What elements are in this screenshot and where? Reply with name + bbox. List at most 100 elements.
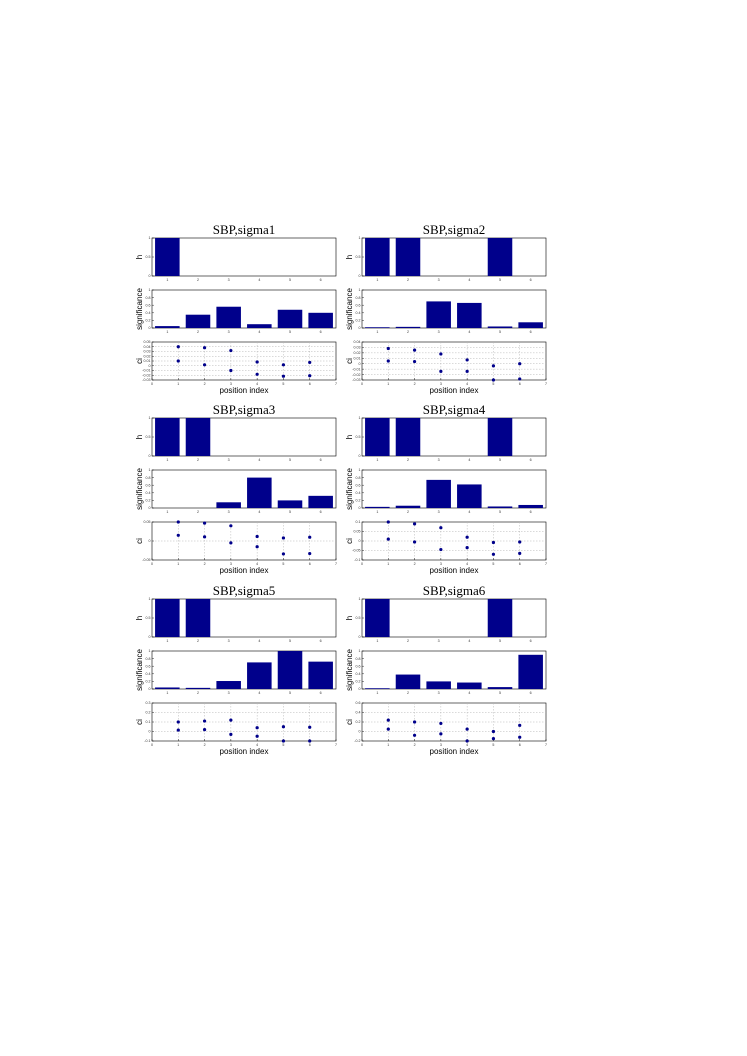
panel-title: SBP,sigma6 <box>423 583 486 598</box>
ci-plot-point-lower <box>491 737 496 741</box>
significance-plot-ytick-label: 0.6 <box>356 303 361 307</box>
significance-plot-xtick-label: 5 <box>499 330 501 334</box>
ci-plot-ytick-label: 0 <box>359 539 361 543</box>
ci-plot-ytick-label: -0.05 <box>142 558 150 562</box>
ci-plot-point-lower <box>229 368 233 373</box>
h-plot-xtick-label: 4 <box>258 278 260 282</box>
significance-plot-bar <box>426 479 451 508</box>
ci-plot-ytick-label: 0.04 <box>354 340 361 344</box>
ci-plot-xtick-label: 6 <box>309 562 311 566</box>
h-plot-bar <box>365 418 390 456</box>
ci-plot-ylabel: ci <box>345 358 354 364</box>
significance-plot-bar <box>308 661 333 689</box>
ci-plot-point-upper <box>308 725 312 729</box>
ci-plot-point-lower <box>202 363 207 367</box>
ci-plot-ytick-label: -0.03 <box>142 378 150 382</box>
ci-plot-point-lower <box>255 545 259 549</box>
ci-plot-point-lower <box>491 378 496 382</box>
h-plot-bar <box>487 238 513 276</box>
significance-plot-bar <box>216 681 241 689</box>
ci-plot-xtick-label: 2 <box>414 743 416 747</box>
h-plot-xtick-label: 2 <box>407 458 409 462</box>
ci-plot-xtick-label: 7 <box>335 382 337 386</box>
significance-plot-ytick-label: 0.6 <box>146 483 151 487</box>
significance-plot-ytick-label: 0.6 <box>146 303 151 307</box>
h-plot-ytick-label: 1 <box>359 597 361 601</box>
significance-plot-xtick-label: 3 <box>438 691 440 695</box>
ci-plot-point-lower <box>176 533 180 537</box>
ci-plot-ylabel: ci <box>345 719 354 725</box>
h-plot-axes <box>151 237 337 277</box>
h-plot-ytick-label: 0 <box>359 274 361 278</box>
ci-plot-xtick-label: 5 <box>282 743 284 747</box>
significance-plot-xtick-label: 1 <box>376 510 378 514</box>
ci-plot-point-lower <box>465 369 469 373</box>
significance-plot-ytick-label: 0.4 <box>146 491 151 495</box>
h-plot-ytick-label: 1 <box>359 236 361 240</box>
h-plot-ylabel: h <box>345 616 354 620</box>
significance-plot-xtick-label: 4 <box>258 510 260 514</box>
panel-3: SBP,sigma3 1 2 3 4 5 6 0 0.5 1 h 1 2 3 4 5 6 0 0.2 0.4 0.6 0.… <box>135 402 337 575</box>
h-plot-xtick-label: 6 <box>320 278 322 282</box>
significance-plot-bar <box>457 682 482 689</box>
ci-plot-point-lower <box>202 728 207 732</box>
ci-plot-point-lower <box>229 541 233 545</box>
ci-plot-xtick-label: 3 <box>230 562 232 566</box>
significance-plot-xtick-label: 6 <box>320 691 322 695</box>
ci-plot-ylabel: ci <box>135 358 144 364</box>
ci-plot-point-upper <box>439 721 443 726</box>
ci-plot-point-upper <box>386 520 390 524</box>
ci-plot-xtick-label: 1 <box>177 382 179 386</box>
ci-plot-ytick-label: 0.2 <box>146 711 151 715</box>
ci-plot-xlabel: position index <box>430 566 479 575</box>
ci-plot-point-upper <box>412 522 417 526</box>
significance-plot-axes <box>151 289 337 329</box>
ci-plot-xtick-label: 0 <box>151 562 153 566</box>
h-plot-xtick-label: 3 <box>438 458 440 462</box>
ci-plot-point-upper <box>465 727 469 731</box>
significance-plot-xtick-label: 2 <box>197 330 199 334</box>
significance-plot-xtick-label: 3 <box>438 510 440 514</box>
ci-plot-point-upper <box>439 526 443 530</box>
ci-plot-point-lower <box>176 728 180 732</box>
h-plot-bar <box>395 238 421 276</box>
significance-plot-ylabel: significance <box>135 649 144 691</box>
h-plot-xtick-label: 6 <box>320 639 322 643</box>
significance-plot-xtick-label: 4 <box>468 510 470 514</box>
ci-plot-ytick-label: -0.02 <box>142 373 150 377</box>
ci-plot-ytick-label: -0.03 <box>352 378 360 382</box>
h-plot-xtick-label: 2 <box>197 458 199 462</box>
panel-2: SBP,sigma2 1 2 3 4 5 6 0 0.5 1 h 1 2 3 4 5 6 0 0.2 0.4 0.6 0.… <box>345 222 547 395</box>
h-plot-bar <box>365 599 390 637</box>
significance-plot-ytick-label: 1 <box>359 468 361 472</box>
significance-plot-bar <box>308 312 333 328</box>
h-plot-xtick-label: 4 <box>258 458 260 462</box>
h-plot-xtick-label: 5 <box>289 278 291 282</box>
significance-plot-bar <box>216 502 241 508</box>
h-plot-axes <box>361 237 547 277</box>
significance-plot-bar <box>216 306 241 328</box>
significance-plot-xtick-label: 6 <box>320 330 322 334</box>
ci-plot-axes <box>361 341 547 381</box>
ci-plot-xtick-label: 6 <box>519 562 521 566</box>
h-plot-xtick-label: 4 <box>468 278 470 282</box>
h-plot-ytick-label: 1 <box>149 597 151 601</box>
significance-plot-bar <box>277 651 303 689</box>
ci-plot-xtick-label: 7 <box>545 382 547 386</box>
ci-plot-point-lower <box>386 727 390 731</box>
h-plot-xtick-label: 5 <box>499 639 501 643</box>
h-plot-ytick-label: 1 <box>149 416 151 420</box>
ci-plot-xtick-label: 4 <box>466 743 468 747</box>
significance-plot-ylabel: significance <box>135 468 144 510</box>
ci-plot-point-lower <box>412 359 417 364</box>
significance-plot-xtick-label: 3 <box>228 330 230 334</box>
h-plot-axes <box>151 598 337 638</box>
h-plot-xtick-label: 2 <box>407 639 409 643</box>
ci-plot-ytick-label: 0.01 <box>144 359 151 363</box>
h-plot-xtick-label: 5 <box>499 458 501 462</box>
ci-plot-ytick-label: 0 <box>149 364 151 368</box>
ci-plot-xtick-label: 5 <box>282 382 284 386</box>
h-plot-xtick-label: 4 <box>468 458 470 462</box>
ci-plot-point-lower <box>308 374 312 378</box>
